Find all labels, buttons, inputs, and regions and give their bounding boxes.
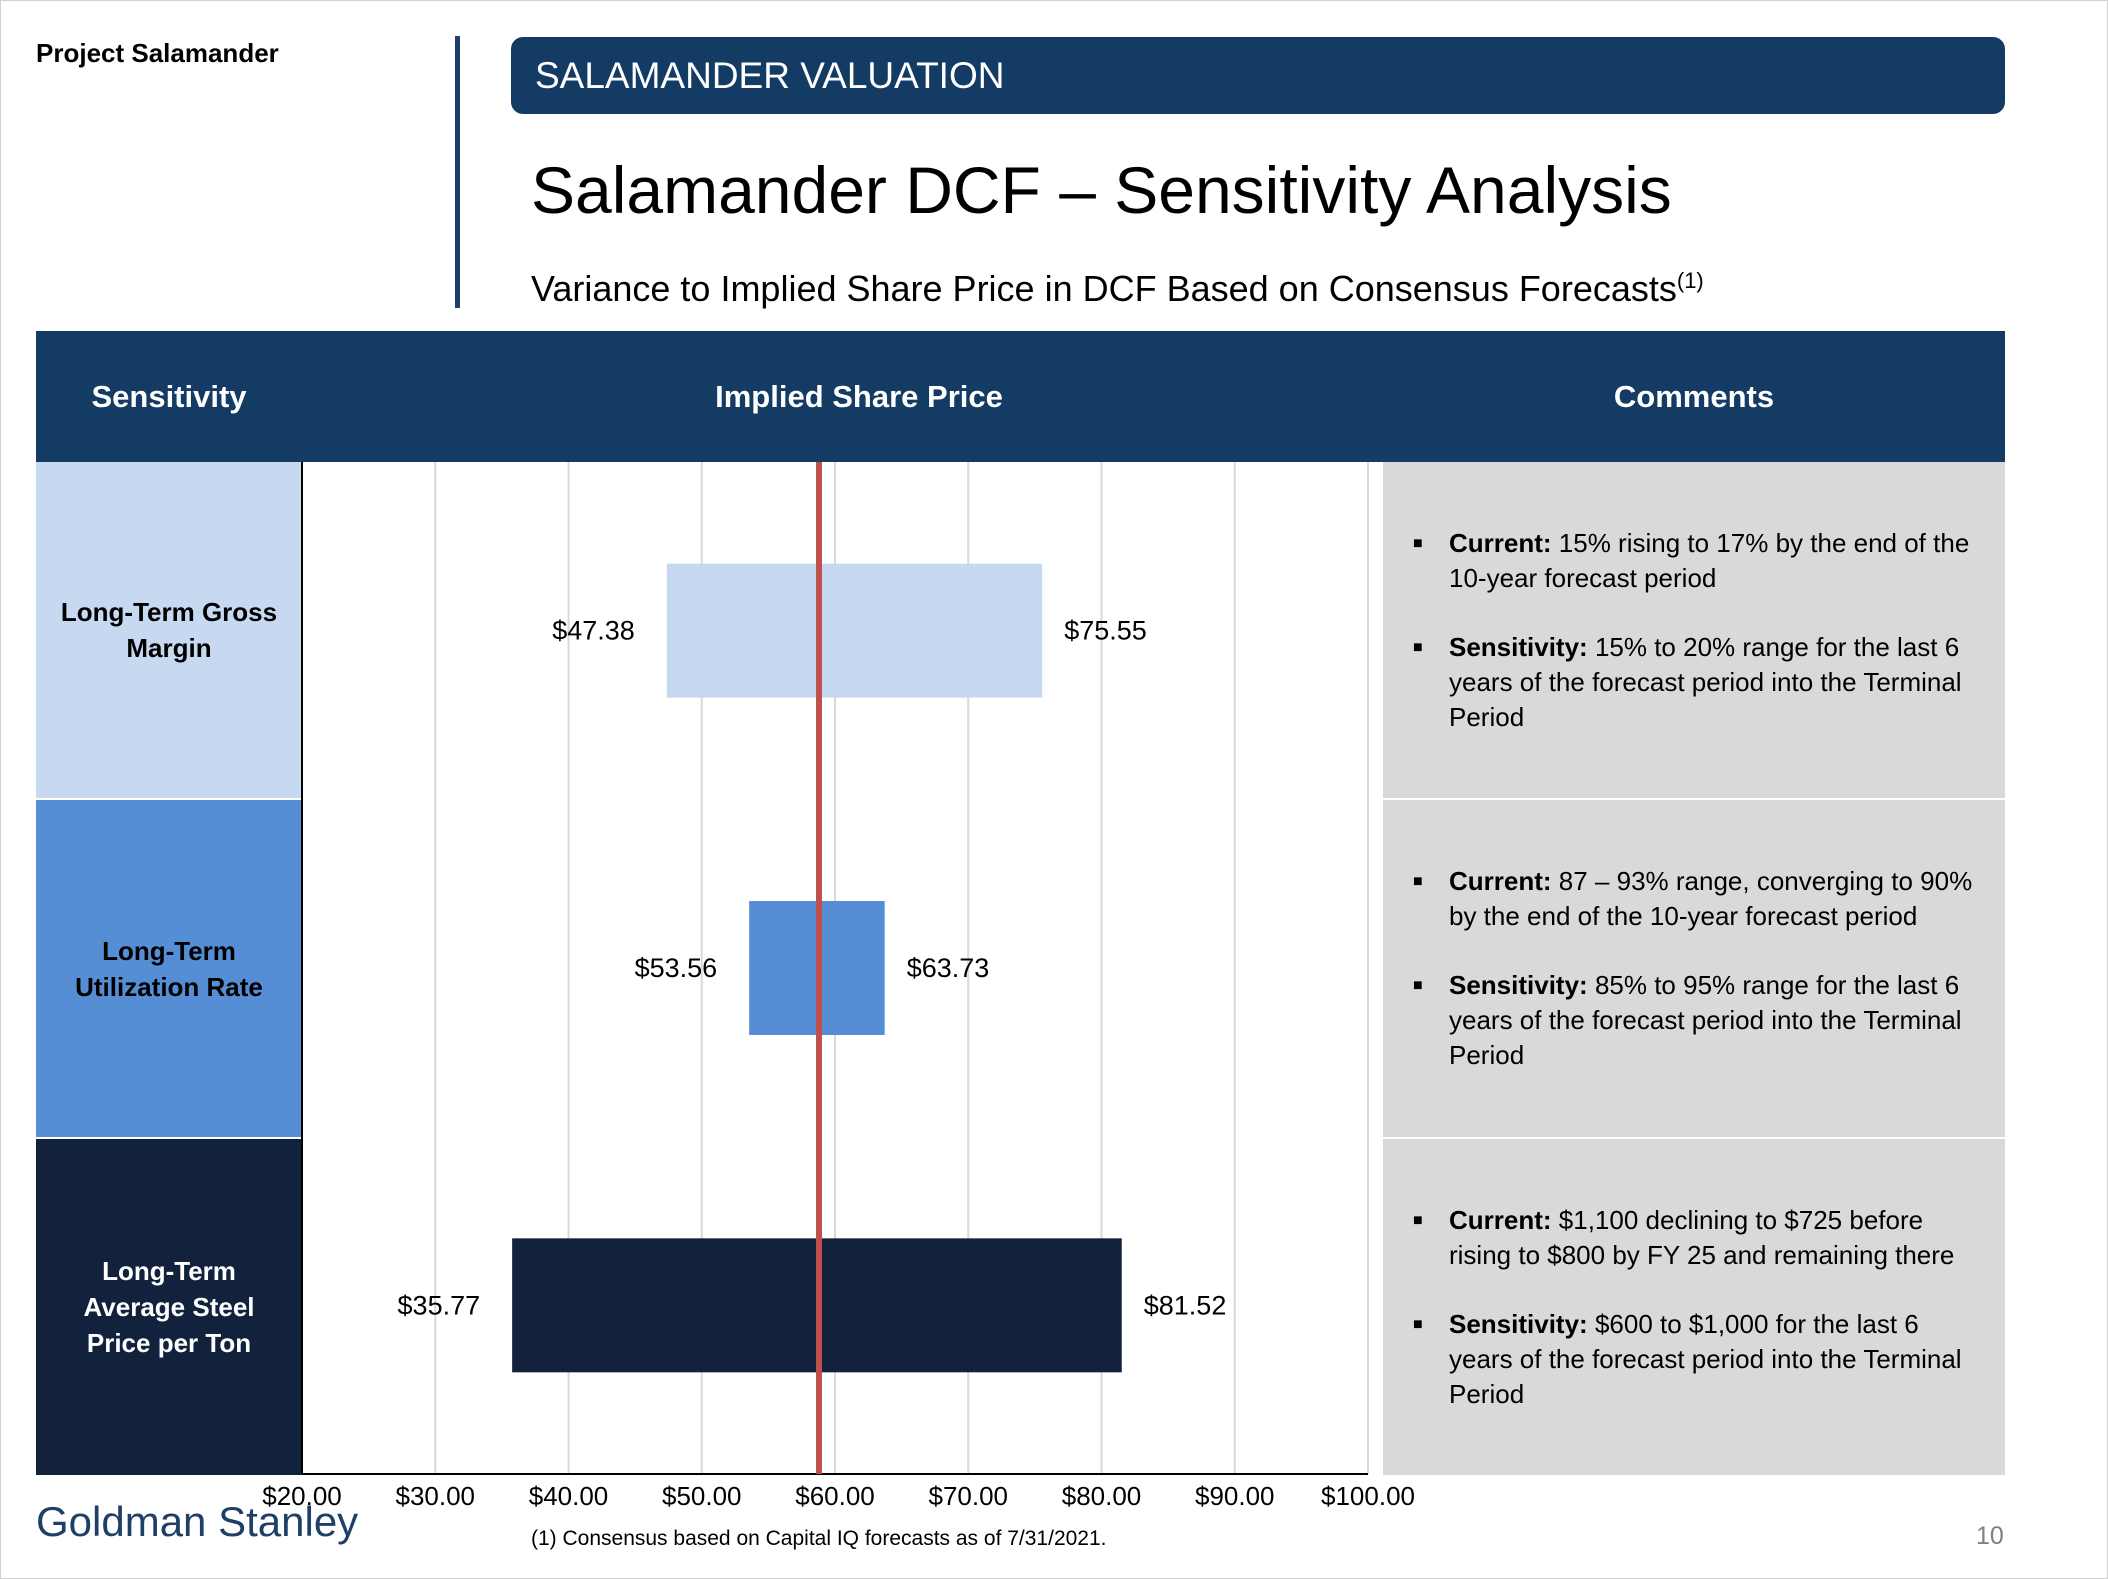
header-sensitivity: Sensitivity [91,379,247,414]
page-title: Salamander DCF – Sensitivity Analysis [531,153,1672,227]
comment-body: Current: $1,100 declining to $725 before… [1449,1203,1983,1273]
bullet-icon: ■ [1413,977,1423,994]
data-label-low: $35.77 [398,1290,481,1320]
comment-text: 85% to 95% range for the last 6 years of… [1449,970,1962,1070]
comment-key: Sensitivity: [1449,631,1588,662]
header-implied-share-price: Implied Share Price [715,379,1003,414]
x-tick-label: $40.00 [529,1481,609,1511]
x-tick-label: $90.00 [1195,1481,1275,1511]
x-tick-label: $70.00 [928,1481,1008,1511]
comment-item: ■ Current: 87 – 93% range, converging to … [1413,864,1983,934]
row-label-text: Long-Term Gross Margin [60,597,278,663]
comment-item: ■ Sensitivity: 15% to 20% range for the l… [1413,630,1983,735]
comment-key: Current: [1449,866,1552,896]
data-label-high: $81.52 [1144,1290,1227,1320]
data-label-high: $75.55 [1064,616,1147,646]
bullet-icon: ■ [1413,1315,1423,1333]
comment-body: Current: 15% rising to 17% by the end of… [1449,526,1983,596]
data-label-high: $63.73 [907,953,990,983]
brand-logo: Goldman Stanley [36,1498,359,1545]
comment-key: Current: [1449,527,1552,558]
comment-text: 87 – 93% range, converging to 90% by the… [1449,866,1973,931]
row-label-text: Long-Term Utilization Rate [75,935,263,1002]
bullet-icon: ■ [1413,873,1423,890]
comment-body: Current: 87 – 93% range, converging to 9… [1449,864,1983,934]
subtitle-text: Variance to Implied Share Price in DCF B… [531,268,1677,309]
data-label-low: $53.56 [635,953,718,983]
x-tick-label: $80.00 [1062,1481,1142,1511]
comment-key: Sensitivity: [1449,1308,1588,1339]
comment-text: $600 to $1,000 for the last 6 years of t… [1449,1308,1962,1409]
x-tick-label: $30.00 [395,1481,475,1511]
comment-text: 15% to 20% range for the last 6 years of… [1449,631,1962,732]
page-subtitle: Variance to Implied Share Price in DCF B… [531,268,1704,310]
row-label-steel-price: Long-Term Average Steel Price per Ton [36,1139,302,1475]
comment-key: Sensitivity: [1449,970,1588,1000]
page-number: 10 [1976,1522,2004,1550]
bullet-icon: ■ [1413,534,1423,552]
footnote: (1) Consensus based on Capital IQ foreca… [531,1527,1107,1550]
comments-utilization-rate: ■ Current: 87 – 93% range, converging to … [1383,800,2005,1137]
section-banner: SALAMANDER VALUATION [511,37,2005,114]
row-label-text: Long-Term Average Steel Price per Ton [83,1256,255,1358]
comments-steel-price: ■ Current: $1,100 declining to $725 befor… [1383,1139,2005,1475]
comments-gross-margin: ■ Current: 15% rising to 17% by the end o… [1383,462,2005,798]
subtitle-footnote-ref: (1) [1676,268,1704,293]
comment-item: ■ Sensitivity: $600 to $1,000 for the las… [1413,1307,1983,1412]
bullet-icon: ■ [1413,638,1423,656]
row-label-utilization-rate: Long-Term Utilization Rate [36,800,302,1137]
row-label-gross-margin: Long-Term Gross Margin [36,462,302,798]
title-divider [455,36,460,308]
comment-body: Sensitivity: 85% to 95% range for the la… [1449,968,1983,1073]
comment-body: Sensitivity: 15% to 20% range for the la… [1449,630,1983,735]
comment-key: Current: [1449,1204,1552,1235]
comment-body: Sensitivity: $600 to $1,000 for the last… [1449,1307,1983,1412]
x-tick-label: $50.00 [662,1481,742,1511]
data-label-low: $47.38 [552,616,635,646]
range-bar [666,563,1043,698]
comment-item: ■ Current: 15% rising to 17% by the end o… [1413,526,1983,596]
bullet-icon: ■ [1413,1211,1423,1229]
header-comments: Comments [1613,379,1775,414]
x-tick-label: $20.00 [262,1481,342,1511]
project-label: Project Salamander [36,38,279,68]
comment-item: ■ Current: $1,100 declining to $725 befor… [1413,1203,1983,1273]
comment-item: ■ Sensitivity: 85% to 95% range for the l… [1413,968,1983,1073]
x-tick-label: $100.00 [1321,1481,1415,1511]
table-header: Sensitivity Implied Share Price Comments [36,331,2005,462]
comment-text: 15% rising to 17% by the end of the 10-y… [1449,527,1970,593]
x-tick-label: $60.00 [795,1481,875,1511]
comment-text: $1,100 declining to $725 before rising t… [1449,1204,1955,1270]
